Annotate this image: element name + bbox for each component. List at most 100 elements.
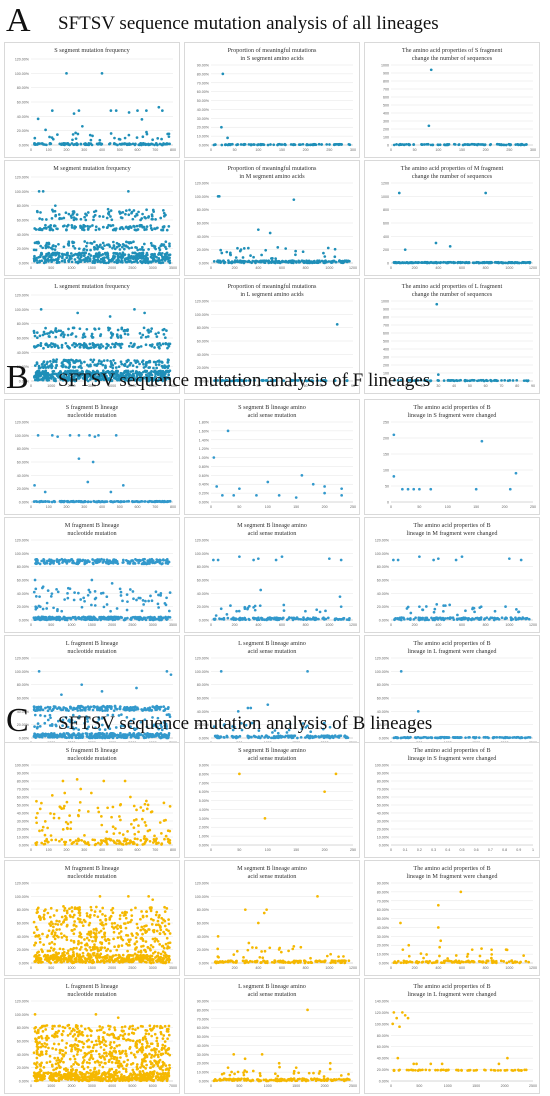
- data-point: [46, 242, 49, 245]
- data-point: [328, 143, 331, 146]
- data-point: [45, 218, 48, 221]
- data-point: [406, 618, 409, 621]
- data-point: [305, 618, 308, 621]
- data-point: [270, 257, 273, 260]
- data-point: [97, 434, 100, 437]
- chart-title: acid sense mutation: [248, 648, 297, 655]
- data-point: [157, 331, 160, 334]
- chart-title: in M segment amino acids: [239, 173, 305, 180]
- data-point: [97, 143, 100, 146]
- data-point: [126, 261, 129, 264]
- data-point: [91, 558, 94, 561]
- chart-title: The amino acid properties of B: [413, 640, 490, 647]
- x-tick-label: 150: [473, 505, 479, 509]
- data-point: [306, 670, 309, 673]
- data-point: [119, 334, 122, 337]
- data-point: [260, 617, 263, 620]
- data-point: [40, 342, 43, 345]
- data-point: [142, 603, 145, 606]
- data-point: [461, 555, 464, 558]
- data-point: [92, 461, 95, 464]
- y-tick-label: 100.00%: [195, 195, 210, 199]
- data-point: [524, 262, 527, 265]
- chart-title: lineage in L fragment were changed: [408, 648, 498, 655]
- data-point: [294, 253, 297, 256]
- data-point: [51, 434, 54, 437]
- data-point: [86, 618, 89, 621]
- data-point: [253, 143, 256, 146]
- y-tick-label: 120.00%: [195, 182, 210, 186]
- data-point: [215, 485, 218, 488]
- data-point: [334, 261, 337, 264]
- data-point: [33, 249, 36, 252]
- data-point: [145, 208, 148, 211]
- chart-title: Proportion of meaningful mutations: [228, 47, 317, 54]
- data-point: [226, 617, 229, 620]
- data-point: [151, 228, 154, 231]
- data-point: [395, 143, 398, 146]
- data-point: [165, 596, 168, 599]
- data-point: [130, 261, 133, 264]
- data-point: [132, 345, 135, 348]
- data-point: [340, 487, 343, 490]
- chart-title: acid sense mutation: [248, 412, 297, 419]
- y-tick-label: 20.00%: [197, 248, 210, 252]
- data-point: [123, 248, 126, 251]
- chart-title: nucleotide mutation: [67, 648, 116, 655]
- data-point: [66, 254, 69, 257]
- data-point: [340, 494, 343, 497]
- data-point: [137, 597, 140, 600]
- y-tick-label: 80.00%: [197, 683, 210, 687]
- data-point: [290, 143, 293, 146]
- data-point: [151, 256, 154, 259]
- data-point: [120, 346, 123, 349]
- data-point: [395, 262, 398, 265]
- data-point: [56, 261, 59, 264]
- data-point: [466, 617, 469, 620]
- data-point: [278, 494, 281, 497]
- data-point: [481, 440, 484, 443]
- data-point: [36, 336, 39, 339]
- y-tick-label: 0.00%: [19, 501, 30, 505]
- y-tick-label: 80.00%: [17, 86, 30, 90]
- data-point: [121, 599, 124, 602]
- y-tick-label: 100.00%: [15, 670, 30, 674]
- data-point: [118, 245, 121, 248]
- data-point: [134, 500, 137, 503]
- x-tick-label: 400: [99, 505, 105, 509]
- data-point: [227, 430, 230, 433]
- data-point: [105, 346, 108, 349]
- y-tick-label: 40.00%: [17, 233, 30, 237]
- data-point: [213, 618, 216, 621]
- data-point: [169, 616, 172, 619]
- data-point: [267, 144, 270, 147]
- y-tick-label: 200: [383, 248, 389, 252]
- data-point: [61, 260, 64, 263]
- x-tick-label: 0: [210, 623, 212, 627]
- data-point: [87, 594, 90, 597]
- data-point: [313, 261, 316, 264]
- chart-title: The amino acid properties of M fragment: [401, 165, 504, 172]
- data-point: [83, 216, 86, 219]
- data-point: [45, 344, 48, 347]
- data-point: [81, 125, 84, 128]
- data-point: [520, 559, 523, 562]
- x-tick-label: 100: [46, 148, 52, 152]
- data-point: [154, 333, 157, 336]
- x-tick-label: 50: [417, 505, 421, 509]
- x-tick-label: 0: [210, 266, 212, 270]
- data-point: [263, 143, 266, 146]
- data-point: [56, 435, 59, 438]
- data-point: [169, 591, 172, 594]
- x-tick-label: 200: [502, 505, 508, 509]
- y-tick-label: 40.00%: [17, 474, 30, 478]
- data-point: [98, 327, 101, 330]
- data-point: [243, 262, 246, 265]
- y-tick-label: 60.00%: [197, 340, 210, 344]
- data-point: [147, 600, 150, 603]
- data-point: [41, 246, 44, 249]
- data-point: [263, 618, 266, 621]
- data-point: [435, 262, 438, 265]
- data-point: [158, 259, 161, 262]
